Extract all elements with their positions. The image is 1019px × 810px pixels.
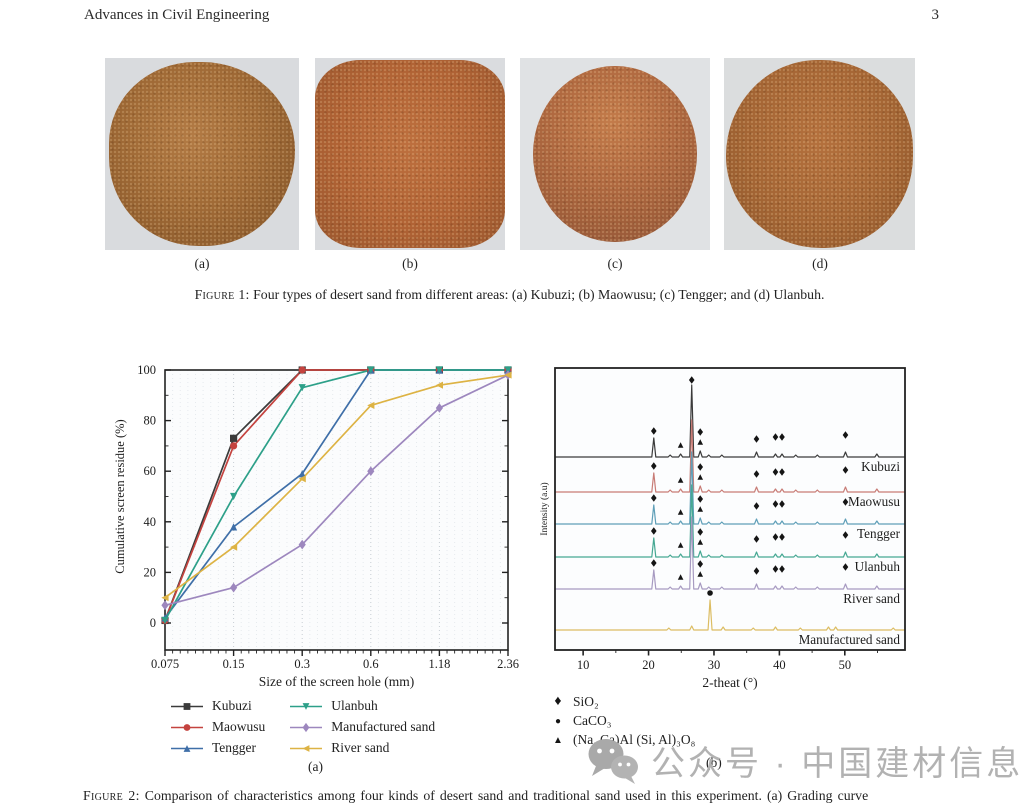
svg-text:Kubuzi: Kubuzi xyxy=(861,459,900,474)
sand-pile xyxy=(533,65,698,243)
phase-legend-label: CaCO₃ xyxy=(573,713,612,728)
phase-legend-label: SiO₂ xyxy=(573,694,599,709)
legend-item-river-sand: River sand xyxy=(289,740,479,756)
svg-text:0.15: 0.15 xyxy=(223,657,245,671)
sand-photo-kubuzi xyxy=(105,58,299,250)
svg-text:Cumulative screen residue (%): Cumulative screen residue (%) xyxy=(113,419,127,573)
page-number: 3 xyxy=(931,7,940,23)
legend-label: Tengger xyxy=(212,740,257,755)
xrd-pattern-chart: Kubuzi Maowusu Tengger Ulanbuh River sand Man… xyxy=(540,367,906,690)
svg-text:0.6: 0.6 xyxy=(363,657,379,671)
subfigure-b-label: (b) xyxy=(706,755,722,770)
subfigure-a-label: (a) xyxy=(308,759,323,774)
triangle-icon: ▲ xyxy=(553,734,563,746)
svg-text:Ulanbuh: Ulanbuh xyxy=(855,559,901,574)
sand-photo-tengger xyxy=(520,58,710,250)
legend-marker-icon xyxy=(171,744,203,752)
figure2-caption-text: Comparison of characteristics among four… xyxy=(144,788,869,803)
legend-column: Kubuzi Maowusu Tengger xyxy=(170,698,265,756)
svg-text:Maowusu: Maowusu xyxy=(848,494,900,509)
svg-text:2.36: 2.36 xyxy=(497,657,519,671)
svg-text:20: 20 xyxy=(144,565,157,579)
svg-text:Size of the screen hole (mm): Size of the screen hole (mm) xyxy=(259,674,415,689)
svg-text:10: 10 xyxy=(577,658,590,672)
legend-marker-icon xyxy=(290,722,323,732)
svg-text:0: 0 xyxy=(150,616,156,630)
svg-text:30: 30 xyxy=(708,658,721,672)
legend-label: Kubuzi xyxy=(212,698,252,713)
photo-label-c: (c) xyxy=(607,256,623,271)
legend-marker-icon xyxy=(171,702,203,710)
legend-marker-icon xyxy=(290,702,323,710)
legend-marker-icon xyxy=(171,723,203,731)
svg-text:Tengger: Tengger xyxy=(857,526,901,541)
svg-text:River sand: River sand xyxy=(843,591,900,606)
legend-item-tengger: Tengger xyxy=(170,740,265,756)
svg-text:0.3: 0.3 xyxy=(294,657,310,671)
legend-label: Manufactured sand xyxy=(331,719,436,734)
svg-text:100: 100 xyxy=(137,363,156,377)
page-header: Advances in Civil Engineering 3 xyxy=(84,7,939,24)
svg-text:40: 40 xyxy=(773,658,786,672)
svg-text:2-theat (°): 2-theat (°) xyxy=(702,675,757,690)
watermark: 公众号 · 中国建材信息总网 xyxy=(585,736,1019,785)
legend-item-ulanbuh: Ulanbuh xyxy=(289,698,479,714)
legend-item-kubuzi: Kubuzi xyxy=(170,698,265,714)
wechat-icon xyxy=(588,738,638,784)
svg-text:60: 60 xyxy=(144,464,157,478)
legend-item-maowusu: Maowusu xyxy=(170,719,265,735)
figure1-caption-label: Figure 1: xyxy=(194,287,250,302)
svg-text:Manufactured sand: Manufactured sand xyxy=(799,632,901,647)
circle-icon: ● xyxy=(554,715,562,727)
phase-legend-item: ● CaCO₃ xyxy=(552,713,695,729)
diamond-icon: ♦ xyxy=(554,694,562,709)
legend-label: River sand xyxy=(331,740,390,755)
svg-text:20: 20 xyxy=(642,658,655,672)
svg-text:Intensity (a.u): Intensity (a.u) xyxy=(540,482,550,535)
photo-label-d: (d) xyxy=(812,256,828,271)
legend-marker-icon xyxy=(290,744,323,752)
phase-legend-item: ♦ SiO₂ xyxy=(552,694,695,710)
grading-chart-legend: Kubuzi Maowusu Tengger Ulanbuh Manufactured … xyxy=(170,698,479,756)
legend-label: Ulanbuh xyxy=(331,698,378,713)
sand-pile xyxy=(108,61,296,247)
figure2-caption: Figure 2: Comparison of characteristics … xyxy=(83,788,955,804)
sand-pile xyxy=(725,59,914,249)
sand-photo-maowusu xyxy=(315,58,505,250)
svg-text:1.18: 1.18 xyxy=(428,657,450,671)
sand-photo-ulanbuh xyxy=(724,58,915,250)
sand-pile xyxy=(315,59,505,249)
figure1-caption-text: Four types of desert sand from different… xyxy=(253,287,825,302)
svg-text:50: 50 xyxy=(839,658,852,672)
figure1-caption: Figure 1: Four types of desert sand from… xyxy=(0,287,1019,303)
photo-label-a: (a) xyxy=(194,256,210,271)
grading-curve-chart: 0 20 40 60 80 100 0.075 0.15 0.3 0.6 1.18 2.36 Size … xyxy=(113,363,519,689)
legend-item-manufactured-sand: Manufactured sand xyxy=(289,719,479,735)
figure2-caption-label: Figure 2: xyxy=(83,788,140,803)
legend-column: Ulanbuh Manufactured sand River sand xyxy=(289,698,479,756)
watermark-text: 公众号 · 中国建材信息总网 xyxy=(651,745,1019,783)
svg-text:40: 40 xyxy=(144,515,157,529)
svg-text:80: 80 xyxy=(144,414,157,428)
legend-label: Maowusu xyxy=(212,719,266,734)
journal-title: Advances in Civil Engineering xyxy=(84,7,270,23)
photo-label-b: (b) xyxy=(402,256,418,271)
svg-text:0.075: 0.075 xyxy=(151,657,179,671)
